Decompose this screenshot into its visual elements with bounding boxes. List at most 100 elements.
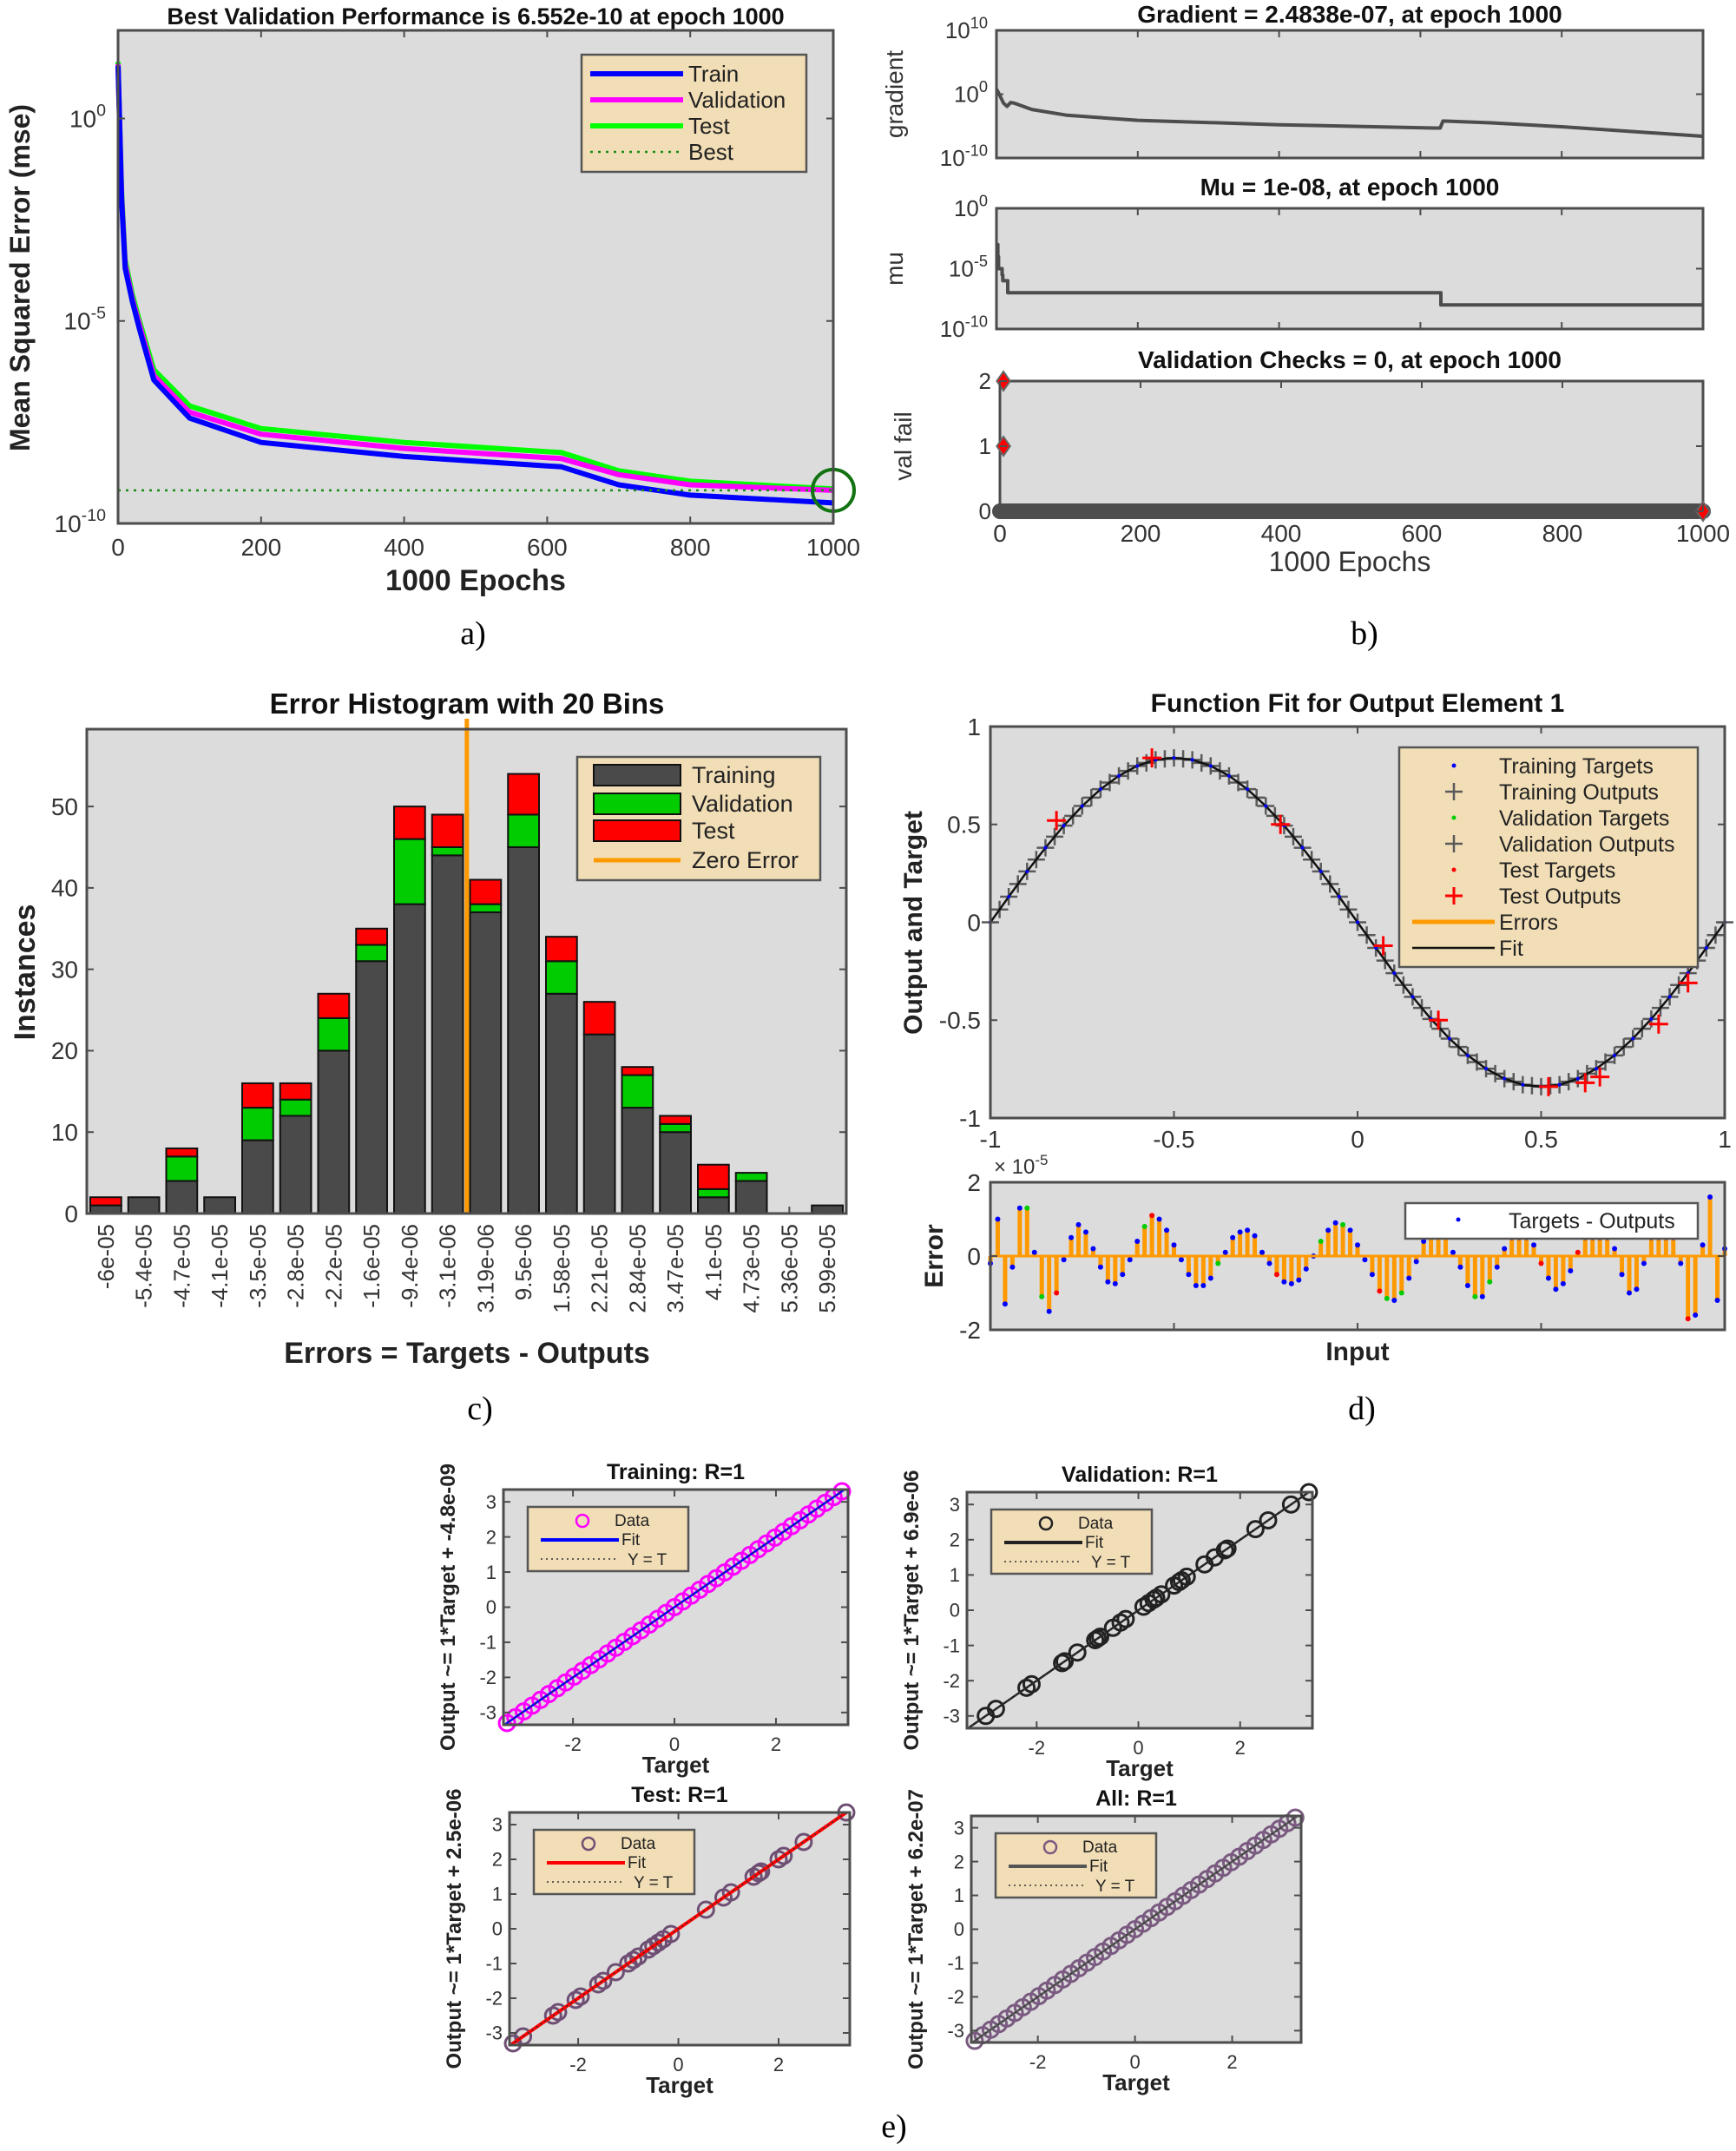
legend-label: Y = T: [1095, 1878, 1135, 1896]
y-tick-label: 0: [492, 1918, 503, 1940]
y-tick-label: 100: [954, 78, 988, 108]
error-dot: [1355, 1242, 1360, 1248]
legend-marker: [581, 1836, 596, 1852]
x-tick-label: 0.5: [1524, 1126, 1558, 1153]
legend-label: Best: [688, 139, 734, 165]
y-axis-label: Error: [920, 1224, 949, 1288]
legend-marker: [1451, 815, 1457, 820]
error-dot: [1200, 1283, 1207, 1288]
error-dot: [1678, 1260, 1684, 1266]
panel-label: e): [881, 2108, 907, 2145]
legend-label: Validation Outputs: [1499, 832, 1674, 857]
training-target-dot: [1172, 756, 1176, 760]
data-point: [1022, 1674, 1041, 1694]
x-tick-label: 4.1e-05: [700, 1224, 727, 1300]
training-target-dot: [1190, 758, 1194, 762]
error-dot: [1612, 1246, 1618, 1252]
x-axis-label: Target: [1106, 1755, 1174, 1781]
y-equals-t-line: [967, 1491, 1310, 1729]
error-dot: [1347, 1227, 1353, 1233]
histogram-bar-training: [279, 1115, 312, 1214]
error-dot: [1685, 1316, 1691, 1322]
x-tick-label: 3.47e-05: [662, 1224, 688, 1313]
exponent-label: × 10-5: [994, 1152, 1049, 1179]
error-dot: [1332, 1220, 1338, 1226]
error-dot: [1479, 1293, 1485, 1299]
x-tick-label: -3.1e-06: [435, 1224, 461, 1308]
chart-title: Training: R=1: [607, 1460, 745, 1484]
histogram-bar-validation: [469, 903, 503, 914]
tick-exponent: -5: [91, 304, 107, 323]
error-dot: [1384, 1295, 1390, 1301]
panel-label: b): [1351, 615, 1378, 652]
error-dot: [1487, 1279, 1493, 1285]
y-tick-label: -2: [959, 1317, 981, 1344]
error-dot: [1097, 1264, 1103, 1270]
tick-exponent: 0: [979, 78, 988, 95]
validation-checks-axes: [1000, 381, 1703, 511]
x-tick-label: 2: [1235, 1737, 1246, 1759]
training-target-dot: [1007, 894, 1011, 898]
tick-exponent: -10: [965, 141, 988, 159]
histogram-bar-training: [659, 1131, 692, 1215]
x-tick-label: -0.5: [1153, 1126, 1194, 1153]
chart-title: Mu = 1e-08, at epoch 1000: [1200, 174, 1500, 201]
legend-label: Test Targets: [1499, 858, 1615, 883]
y-tick-label: 100: [69, 102, 106, 133]
error-legend: [1404, 1201, 1700, 1240]
y-tick-label: 10-5: [949, 253, 988, 282]
x-tick-label: 5.99e-05: [814, 1224, 840, 1313]
legend-label: Training: [692, 762, 776, 788]
legend-label: Zero Error: [692, 847, 799, 873]
error-dot: [1149, 1213, 1155, 1219]
x-tick-label: 600: [527, 534, 568, 561]
x-tick-label: 0: [1133, 1737, 1143, 1759]
test-output-marker: [1373, 936, 1393, 956]
data-point: [1068, 1643, 1087, 1662]
y-tick-label: -1: [943, 1635, 960, 1656]
training-target-dot: [1356, 920, 1359, 924]
histogram-bar-training: [734, 1180, 768, 1215]
mu-series-line: [996, 242, 1703, 307]
error-dot: [1046, 1308, 1052, 1314]
y-tick-label: 1: [486, 1562, 496, 1583]
error-dot: [1024, 1205, 1030, 1211]
y-axis-label: Output ~= 1*Target + 2.5e-06: [443, 1788, 466, 2069]
histogram-bar-test: [697, 1163, 730, 1190]
histogram-bar-training: [621, 1107, 654, 1214]
legend-marker: [1445, 835, 1463, 852]
x-tick-label: -3.5e-05: [245, 1224, 271, 1308]
y-axis-label: mu: [881, 252, 908, 286]
error-dot: [1553, 1286, 1559, 1293]
x-axis-label: 1000 Epochs: [385, 564, 566, 597]
tick-base: 10: [55, 510, 82, 537]
x-axis-label: Input: [1325, 1338, 1389, 1366]
axes-frame: [116, 29, 835, 525]
data-point: [1116, 1609, 1135, 1628]
y-tick-label: -2: [485, 1988, 503, 2010]
error-dot: [1377, 1288, 1383, 1294]
histogram-bar-test: [659, 1115, 692, 1125]
error-dot: [1193, 1283, 1199, 1288]
y-tick-label: 3: [492, 1814, 503, 1836]
y-tick-label: 10-10: [55, 506, 107, 537]
error-dot: [1266, 1260, 1272, 1266]
series-line-train: [115, 65, 834, 506]
y-tick-label: -1: [947, 1952, 964, 1974]
x-tick-label: 5.36e-05: [776, 1224, 802, 1313]
y-tick-label: 40: [51, 875, 78, 902]
x-tick-label: -2: [564, 1733, 582, 1755]
x-tick-label: 1: [1718, 1126, 1732, 1153]
error-dot: [1141, 1224, 1147, 1229]
error-dot: [1222, 1249, 1228, 1255]
x-tick-label: 0: [669, 1733, 680, 1755]
histogram-bar-test: [317, 992, 351, 1019]
legend-label: Fit: [628, 1854, 647, 1872]
error-dot: [1186, 1272, 1192, 1278]
y-tick-label: 2: [967, 1169, 981, 1196]
x-tick-label: 3.19e-06: [472, 1224, 498, 1313]
x-tick-label: -2: [1029, 2051, 1047, 2073]
chart-title: Gradient = 2.4838e-07, at epoch 1000: [1137, 1, 1562, 28]
y-axis-label: Output and Target: [899, 811, 928, 1035]
x-tick-label: -4.7e-05: [168, 1224, 194, 1308]
